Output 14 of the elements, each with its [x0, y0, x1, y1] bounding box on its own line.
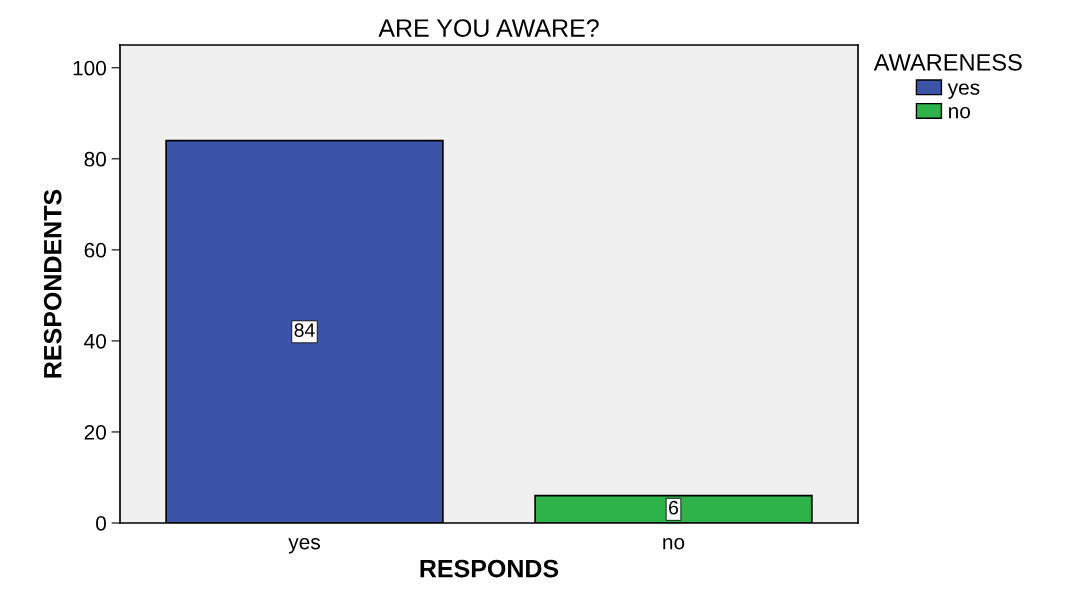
data-label: 84 — [294, 323, 315, 338]
y-tick-label: 80 — [84, 151, 106, 167]
legend-label: no — [949, 106, 970, 119]
data-label: 6 — [669, 500, 679, 515]
x-axis-title: RESPONDS — [420, 559, 559, 578]
chart-title: ARE YOU AWARE? — [378, 19, 599, 37]
y-tick-label: 0 — [96, 516, 106, 531]
y-tick-label: 100 — [73, 60, 106, 76]
y-tick-label: 40 — [84, 333, 106, 349]
y-tick-label: 20 — [84, 424, 106, 440]
legend-label: yes — [947, 83, 980, 99]
y-tick-label: 60 — [84, 242, 106, 258]
y-axis-title: RESPONDENTS — [43, 189, 62, 378]
legend-title: AWARENESS — [873, 53, 1022, 71]
